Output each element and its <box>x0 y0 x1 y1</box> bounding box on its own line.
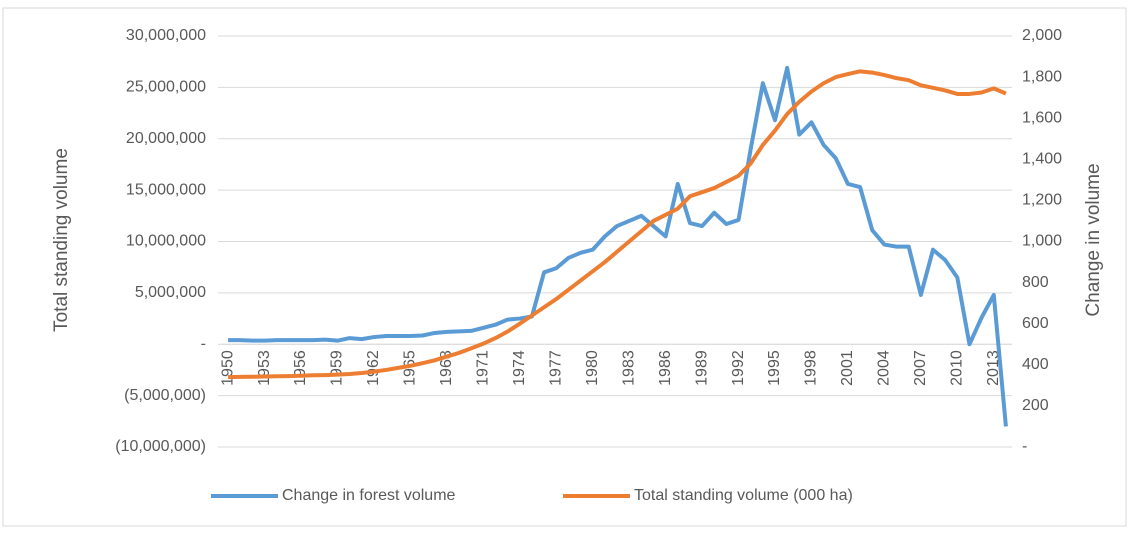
y-tick-label: 5,000,000 <box>135 284 206 301</box>
legend-label: Total standing volume (000 ha) <box>634 487 853 504</box>
series-line <box>228 69 1007 380</box>
y2-axis-title: Change in volume <box>1083 163 1104 316</box>
y-tick-label: 10,000,000 <box>126 233 206 250</box>
y-tick-label: 20,000,000 <box>126 130 206 147</box>
legend-label: Change in forest volume <box>282 487 456 504</box>
x-tick-label: 1989 <box>693 350 710 386</box>
y2-tick-label: 1,200 <box>1022 192 1062 209</box>
x-tick-label: 1956 <box>292 350 309 386</box>
x-tick-label: 1980 <box>584 350 601 386</box>
x-tick-label: 1953 <box>256 350 273 386</box>
x-tick-label: 1977 <box>547 350 564 386</box>
y-tick-label: (10,000,000) <box>115 438 206 455</box>
y-tick-label: 30,000,000 <box>126 27 206 44</box>
x-tick-label: 1965 <box>402 350 419 386</box>
x-tick-label: 1950 <box>219 350 236 386</box>
x-tick-label: 1974 <box>511 350 528 386</box>
x-tick-label: 1998 <box>803 350 820 386</box>
y-axis-title: Total standing volume <box>51 148 72 332</box>
chart-border <box>2 7 1127 527</box>
y-tick-label: 15,000,000 <box>126 181 206 198</box>
x-tick-label: 1983 <box>620 350 637 386</box>
y2-tick-label: 200 <box>1022 397 1049 414</box>
x-tick-label: 2007 <box>912 350 929 386</box>
x-tick-label: 2004 <box>876 350 893 386</box>
y-tick-label: 25,000,000 <box>126 79 206 96</box>
x-tick-label: 1962 <box>365 350 382 386</box>
y2-tick-label: - <box>1022 438 1027 455</box>
x-tick-label: 1995 <box>766 350 783 386</box>
y2-tick-label: 800 <box>1022 274 1049 291</box>
x-tick-label: 1992 <box>730 350 747 386</box>
y2-tick-label: 1,400 <box>1022 151 1062 168</box>
x-tick-label: 2010 <box>949 350 966 386</box>
y2-tick-label: 1,600 <box>1022 109 1062 126</box>
y2-tick-label: 1,000 <box>1022 233 1062 250</box>
x-tick-label: 1971 <box>475 350 492 386</box>
y2-tick-label: 2,000 <box>1022 27 1062 44</box>
x-tick-label: 1959 <box>329 350 346 386</box>
x-tick-label: 1986 <box>657 350 674 386</box>
y2-tick-label: 1,800 <box>1022 68 1062 85</box>
series-line <box>228 65 1008 427</box>
y2-tick-label: 400 <box>1022 356 1049 373</box>
y-tick-label: (5,000,000) <box>124 387 206 404</box>
x-tick-label: 2001 <box>839 350 856 386</box>
y-tick-label: - <box>201 335 206 352</box>
y2-tick-label: 600 <box>1022 315 1049 332</box>
